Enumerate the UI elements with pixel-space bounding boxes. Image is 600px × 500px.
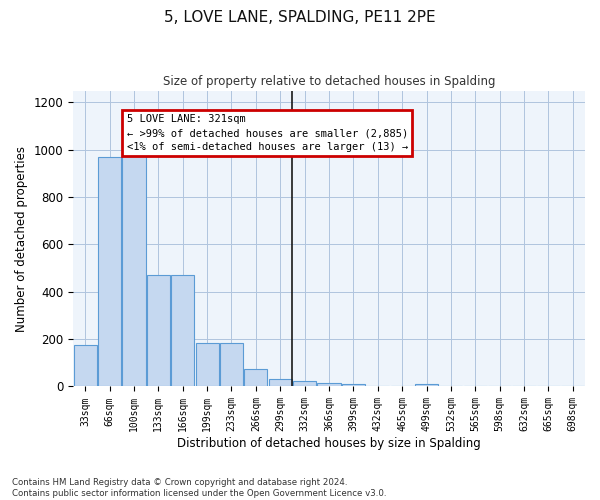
Bar: [342, 384, 365, 386]
Text: Contains HM Land Registry data © Crown copyright and database right 2024.
Contai: Contains HM Land Registry data © Crown c…: [12, 478, 386, 498]
Bar: [98, 157, 121, 386]
Text: 5, LOVE LANE, SPALDING, PE11 2PE: 5, LOVE LANE, SPALDING, PE11 2PE: [164, 10, 436, 25]
Y-axis label: Number of detached properties: Number of detached properties: [15, 146, 28, 332]
Title: Size of property relative to detached houses in Spalding: Size of property relative to detached ho…: [163, 75, 495, 88]
Bar: [122, 151, 146, 386]
Bar: [147, 275, 170, 386]
Bar: [244, 368, 268, 386]
Bar: [196, 342, 218, 386]
Bar: [220, 342, 243, 386]
Bar: [269, 380, 292, 386]
Text: 5 LOVE LANE: 321sqm
← >99% of detached houses are smaller (2,885)
<1% of semi-de: 5 LOVE LANE: 321sqm ← >99% of detached h…: [127, 114, 408, 152]
X-axis label: Distribution of detached houses by size in Spalding: Distribution of detached houses by size …: [177, 437, 481, 450]
Bar: [317, 383, 341, 386]
Bar: [415, 384, 438, 386]
Bar: [293, 380, 316, 386]
Bar: [74, 345, 97, 387]
Bar: [171, 275, 194, 386]
